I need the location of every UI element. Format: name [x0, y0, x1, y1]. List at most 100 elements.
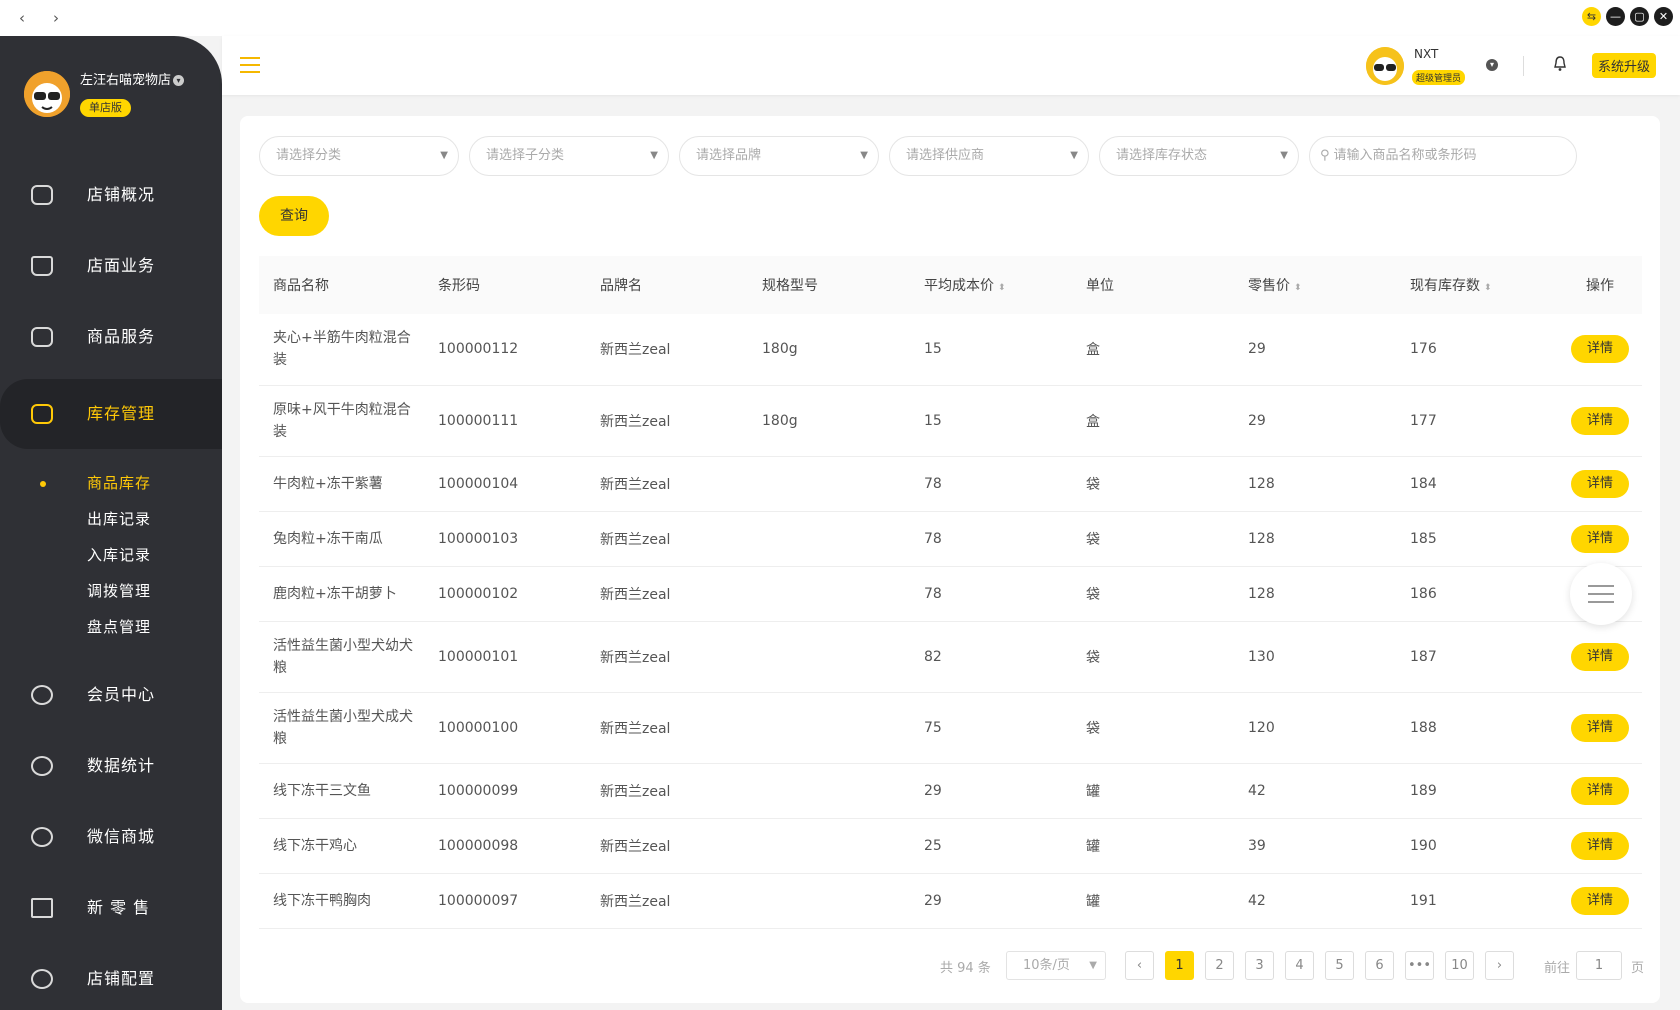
- page-size-select[interactable]: 10条/页 ▼: [1006, 951, 1106, 980]
- monitor-icon: [31, 185, 53, 205]
- brand-select[interactable]: 请选择品牌 ▼: [679, 136, 879, 176]
- title-bar: ‹ › ⇆ — ▢ ✕: [0, 0, 1680, 36]
- menu-item-store-business[interactable]: 店面业务: [0, 237, 222, 295]
- stock-cell: 191: [1396, 873, 1558, 929]
- product-name-cell: 兔肉粒+冻干南瓜: [259, 511, 424, 567]
- submenu-item-outbound[interactable]: 出库记录: [87, 510, 152, 528]
- avg-cost-cell: 15: [910, 385, 1072, 457]
- floating-list-button[interactable]: [1570, 563, 1632, 625]
- upgrade-button[interactable]: 系统升级: [1592, 53, 1657, 78]
- page-unit-label: 页: [1631, 961, 1645, 976]
- close-icon[interactable]: ✕: [1654, 7, 1673, 26]
- menu-item-overview[interactable]: 店铺概况: [0, 166, 222, 224]
- sort-icon[interactable]: ⬍: [998, 283, 1006, 293]
- header-avg-cost[interactable]: 平均成本价 ⬍: [910, 256, 1072, 314]
- header-barcode: 条形码: [438, 278, 480, 294]
- package-icon: [31, 898, 53, 918]
- next-page-button[interactable]: ›: [1485, 951, 1514, 980]
- header-retail-price[interactable]: 零售价 ⬍: [1234, 256, 1396, 314]
- detail-button[interactable]: 详情: [1571, 642, 1629, 671]
- product-name-cell: 活性益生菌小型犬幼犬粮: [259, 621, 424, 693]
- page-ellipsis-button[interactable]: •••: [1405, 951, 1434, 980]
- store-name-text: 左汪右喵宠物店: [80, 73, 172, 88]
- detail-button[interactable]: 详情: [1571, 335, 1629, 364]
- minimize-icon[interactable]: —: [1606, 7, 1625, 26]
- submenu-item-transfer[interactable]: 调拨管理: [87, 582, 152, 600]
- subcategory-select[interactable]: 请选择子分类 ▼: [469, 136, 669, 176]
- barcode-cell: 100000103: [424, 511, 586, 567]
- submenu-item-inbound[interactable]: 入库记录: [87, 546, 152, 564]
- wechat-icon: [31, 827, 53, 847]
- page-button-3[interactable]: 3: [1245, 951, 1274, 980]
- brand-cell: 新西兰zeal: [586, 763, 748, 819]
- category-select[interactable]: 请选择分类 ▼: [259, 136, 459, 176]
- menu-item-product-service[interactable]: 商品服务: [0, 308, 222, 366]
- unit-cell: 袋: [1072, 692, 1234, 764]
- user-avatar[interactable]: [1366, 47, 1404, 85]
- menu-item-member[interactable]: 会员中心: [0, 666, 222, 724]
- forward-icon[interactable]: ›: [53, 9, 59, 27]
- page-button-4[interactable]: 4: [1285, 951, 1314, 980]
- store-name[interactable]: 左汪右喵宠物店 ▾: [80, 69, 185, 88]
- prev-page-button[interactable]: ‹: [1125, 951, 1154, 980]
- action-cell: 详情: [1558, 456, 1642, 512]
- home-icon: [31, 256, 53, 276]
- chevron-down-icon[interactable]: ▾: [173, 75, 185, 86]
- brand-cell: 新西兰zeal: [586, 456, 748, 512]
- menu-label: 会员中心: [87, 685, 156, 704]
- unit-cell: 罐: [1072, 763, 1234, 819]
- table-row: 夹心+半筋牛肉粒混合装 100000112 新西兰zeal 180g 15 盒 29 176 详…: [259, 314, 1642, 386]
- table-row: 原味+风干牛肉粒混合装 100000111 新西兰zeal 180g 15 盒 29 177 详…: [259, 385, 1642, 457]
- retail-price-cell: 120: [1234, 692, 1396, 764]
- menu-toggle-icon[interactable]: [240, 57, 260, 73]
- table-row: 线下冻干三文鱼 100000099 新西兰zeal 29 罐 42 189 详情: [259, 763, 1642, 819]
- barcode-cell: 100000099: [424, 763, 586, 819]
- menu-item-wechat-mall[interactable]: 微信商城: [0, 808, 222, 866]
- detail-button[interactable]: 详情: [1571, 469, 1629, 498]
- submenu-item-product-stock[interactable]: 商品库存: [87, 474, 152, 492]
- action-cell: 详情: [1558, 818, 1642, 874]
- goto-label: 前往: [1544, 961, 1571, 976]
- avg-cost-cell: 78: [910, 566, 1072, 622]
- brand-select-placeholder: 请选择品牌: [696, 148, 762, 163]
- chevron-down-icon[interactable]: ▾: [1486, 59, 1498, 71]
- detail-button[interactable]: 详情: [1571, 713, 1629, 742]
- detail-button[interactable]: 详情: [1571, 406, 1629, 435]
- sort-icon[interactable]: ⬍: [1484, 283, 1492, 293]
- detail-button[interactable]: 详情: [1571, 831, 1629, 860]
- menu-item-statistics[interactable]: 数据统计: [0, 737, 222, 795]
- detail-button[interactable]: 详情: [1571, 886, 1629, 915]
- menu-item-new-retail[interactable]: 新 零 售: [0, 879, 222, 937]
- brand-cell: 新西兰zeal: [586, 385, 748, 457]
- goto-page-input[interactable]: 1: [1576, 951, 1622, 980]
- table-row: 兔肉粒+冻干南瓜 100000103 新西兰zeal 78 袋 128 185 详情: [259, 511, 1642, 567]
- sort-icon[interactable]: ⬍: [1294, 283, 1302, 293]
- menu-item-inventory[interactable]: 库存管理: [0, 379, 222, 449]
- detail-button[interactable]: 详情: [1571, 524, 1629, 553]
- page-button-1[interactable]: 1: [1165, 951, 1194, 980]
- bell-icon[interactable]: [1553, 56, 1567, 72]
- avg-cost-cell: 82: [910, 621, 1072, 693]
- supplier-select[interactable]: 请选择供应商 ▼: [889, 136, 1089, 176]
- menu-item-store-config[interactable]: 店铺配置: [0, 950, 222, 1008]
- page-button-6[interactable]: 6: [1365, 951, 1394, 980]
- page-button-5[interactable]: 5: [1325, 951, 1354, 980]
- query-button[interactable]: 查询: [259, 196, 329, 236]
- avg-cost-cell: 25: [910, 818, 1072, 874]
- stock-status-select[interactable]: 请选择库存状态 ▼: [1099, 136, 1299, 176]
- maximize-icon[interactable]: ▢: [1630, 7, 1649, 26]
- active-dot: [40, 481, 46, 487]
- table-header-row: 商品名称 条形码 品牌名 规格型号 平均成本价 ⬍ 单位 零售价 ⬍ 现有库存数 ⬍ …: [259, 256, 1642, 314]
- switch-icon[interactable]: ⇆: [1582, 7, 1601, 26]
- product-name-cell: 活性益生菌小型犬成犬粮: [259, 692, 424, 764]
- header-stock[interactable]: 现有库存数 ⬍: [1396, 256, 1558, 314]
- store-avatar[interactable]: [24, 71, 70, 117]
- back-icon[interactable]: ‹: [19, 9, 25, 27]
- search-input[interactable]: ⚲ 请输入商品名称或条形码: [1309, 136, 1577, 176]
- page-button-2[interactable]: 2: [1205, 951, 1234, 980]
- page-button-10[interactable]: 10: [1445, 951, 1474, 980]
- search-input-placeholder: 请输入商品名称或条形码: [1333, 148, 1477, 163]
- submenu-item-stocktake[interactable]: 盘点管理: [87, 618, 152, 636]
- barcode-cell: 100000100: [424, 692, 586, 764]
- detail-button[interactable]: 详情: [1571, 776, 1629, 805]
